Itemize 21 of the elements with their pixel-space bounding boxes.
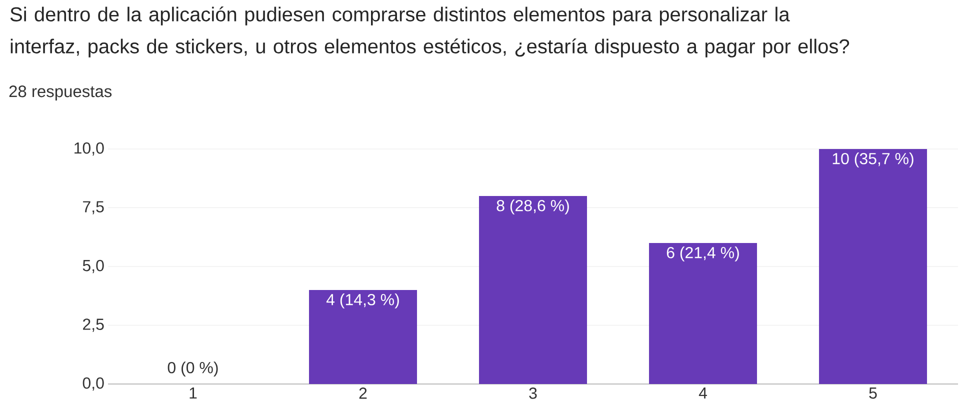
bar bbox=[309, 290, 418, 384]
x-tick-label: 4 bbox=[698, 388, 707, 399]
data-label: 10 (35,7 %) bbox=[832, 152, 914, 168]
x-tick-label: 3 bbox=[529, 388, 537, 399]
y-tick-label: 0,0 bbox=[82, 377, 104, 391]
y-tick-label: 7,5 bbox=[83, 201, 104, 214]
x-tick-label: 2 bbox=[359, 388, 367, 399]
data-label: 0 (0 %) bbox=[168, 362, 218, 376]
x-tick-label: 1 bbox=[190, 388, 197, 399]
x-tick-label: 5 bbox=[869, 388, 877, 399]
bar bbox=[649, 242, 758, 384]
bar bbox=[819, 149, 928, 384]
y-tick-label: 10,0 bbox=[74, 142, 104, 156]
chart-title: Si dentro de la aplicación pudiesen comprarse distintos elementos para personalizar la interfaz, packs de stickers, u otros elementos estéticos, ¿estaría dispuesto a pagar por ellos? bbox=[10, 6, 850, 58]
data-label: 8 (28,6 %) bbox=[496, 200, 569, 214]
chart-subtitle: 28 respuestas bbox=[9, 86, 112, 100]
bar bbox=[479, 196, 588, 384]
data-label: 6 (21,4 %) bbox=[666, 246, 739, 262]
y-tick-label: 5,0 bbox=[82, 260, 104, 274]
y-tick-label: 2,5 bbox=[83, 318, 104, 332]
data-label: 4 (14,3 %) bbox=[326, 294, 399, 308]
